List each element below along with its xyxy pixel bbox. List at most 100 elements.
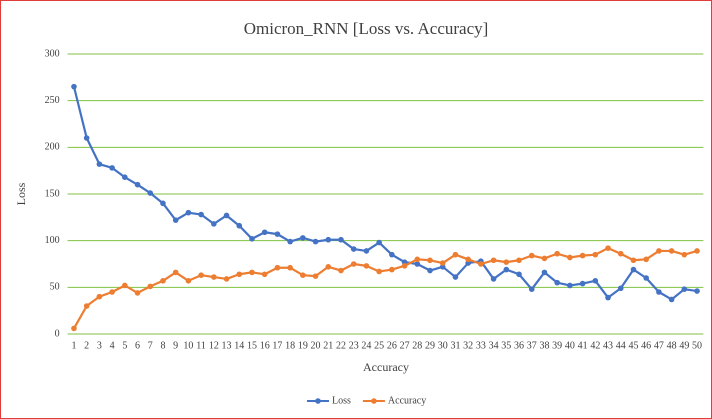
x-tick-label: 45 (628, 340, 638, 351)
x-tick-label: 32 (463, 340, 473, 351)
x-tick-label: 28 (412, 340, 422, 351)
data-point (211, 221, 217, 227)
data-point (312, 273, 319, 279)
data-point (516, 257, 522, 264)
data-point (236, 222, 243, 229)
data-point (668, 248, 675, 254)
x-tick-label: 33 (476, 340, 486, 351)
data-point (592, 278, 599, 284)
data-point (490, 257, 497, 264)
data-point (478, 261, 484, 267)
data-point (83, 135, 90, 141)
data-point (223, 276, 230, 282)
data-point (401, 263, 408, 269)
data-point (490, 276, 497, 282)
data-point (541, 269, 548, 276)
x-tick-label: 17 (272, 340, 282, 351)
x-tick-label: 30 (438, 340, 448, 351)
data-point (567, 254, 573, 261)
y-tick-label: 0 (55, 328, 60, 339)
x-tick-label: 21 (323, 340, 333, 351)
x-tick-label: 15 (247, 340, 257, 351)
x-tick-label: 25 (374, 340, 384, 351)
data-point (427, 257, 433, 264)
data-point (249, 236, 255, 242)
x-tick-label: 37 (527, 340, 537, 351)
data-point (261, 229, 268, 236)
data-point (694, 288, 700, 294)
data-point (668, 296, 675, 303)
data-point (605, 245, 611, 251)
y-tick-label: 300 (45, 48, 60, 59)
data-point (300, 235, 306, 241)
data-point (541, 255, 548, 262)
y-tick-label: 150 (45, 188, 60, 199)
data-point (452, 251, 459, 258)
y-tick-label: 250 (45, 95, 60, 106)
data-point (198, 272, 204, 279)
x-tick-label: 41 (578, 340, 588, 351)
data-point (338, 236, 344, 243)
data-point (389, 266, 395, 273)
y-tick-label: 100 (45, 235, 60, 246)
legend-marker (315, 398, 321, 404)
data-point (465, 256, 471, 263)
x-tick-label: 47 (654, 340, 664, 351)
data-point (528, 252, 535, 259)
data-point (96, 161, 103, 167)
data-point (287, 264, 293, 271)
data-point (122, 282, 128, 289)
data-point (427, 267, 433, 274)
data-point (83, 303, 90, 309)
data-point (160, 200, 166, 207)
data-point (147, 190, 154, 196)
data-point (96, 293, 103, 300)
x-tick-label: 44 (616, 340, 626, 351)
data-point (134, 181, 141, 188)
x-tick-label: 11 (196, 340, 206, 351)
y-axis-label: Loss (14, 182, 28, 205)
data-point (617, 285, 624, 292)
data-point (274, 231, 281, 237)
x-tick-label: 34 (489, 340, 499, 351)
data-point (643, 256, 649, 263)
data-point (605, 294, 611, 301)
x-tick-label: 24 (361, 340, 371, 351)
data-point (274, 264, 281, 271)
x-tick-label: 42 (590, 340, 600, 351)
data-point (147, 283, 154, 290)
y-tick-label: 50 (50, 282, 60, 293)
x-tick-label: 43 (603, 340, 613, 351)
data-point (109, 165, 115, 171)
data-point (579, 280, 586, 287)
x-tick-label: 19 (298, 340, 308, 351)
data-point (350, 246, 357, 252)
data-point (681, 286, 688, 293)
data-point (185, 278, 192, 284)
data-point (71, 325, 77, 332)
x-tick-label: 12 (209, 340, 219, 351)
data-point (567, 282, 573, 289)
x-tick-label: 50 (692, 340, 702, 351)
data-point (172, 217, 179, 223)
legend-label: Accuracy (388, 395, 426, 406)
data-point (223, 212, 230, 219)
x-tick-label: 6 (135, 340, 140, 351)
data-point (681, 251, 688, 258)
data-point (579, 252, 586, 259)
data-point (516, 271, 522, 278)
data-point (350, 261, 357, 267)
data-point (312, 238, 319, 245)
x-tick-label: 20 (311, 340, 321, 351)
data-point (261, 271, 268, 278)
data-point (694, 248, 700, 254)
data-point (376, 268, 382, 275)
legend-marker (371, 398, 377, 404)
data-point (554, 250, 560, 257)
data-point (528, 286, 535, 293)
data-point (389, 251, 395, 258)
data-point (338, 267, 344, 274)
x-tick-label: 8 (160, 340, 165, 351)
